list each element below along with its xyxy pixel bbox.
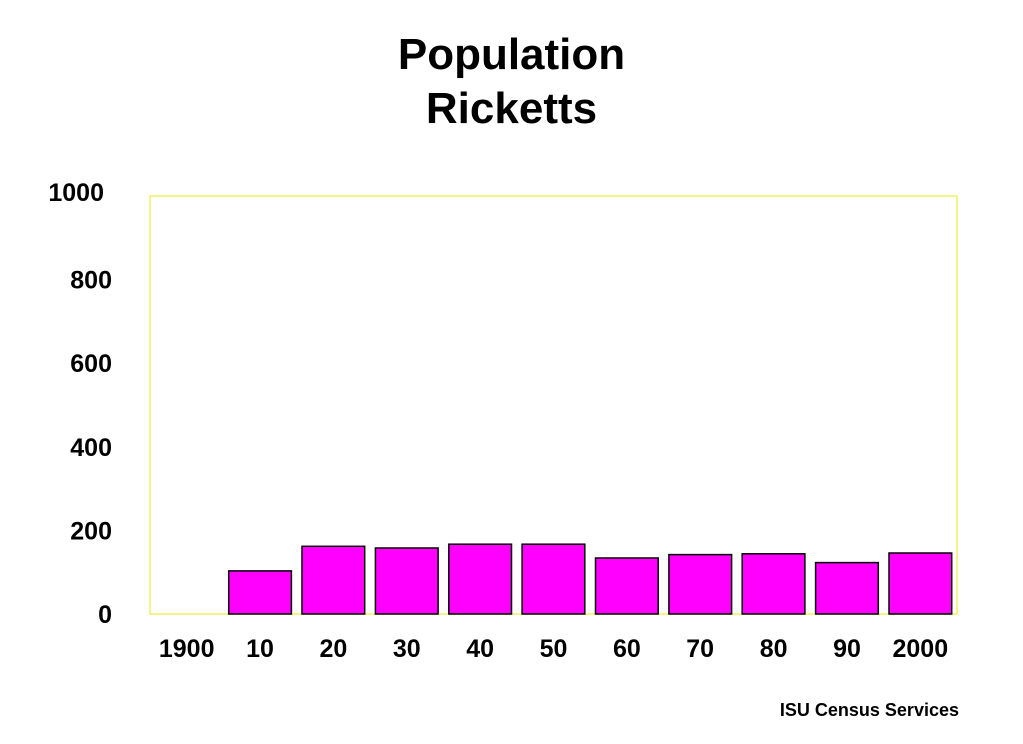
x-tick-label: 80 (760, 635, 788, 663)
bar-80 (741, 553, 806, 615)
chart-title: Population Ricketts (0, 28, 1023, 136)
bar-90 (814, 561, 880, 615)
x-tick-label: 30 (393, 635, 421, 663)
bar-70 (668, 553, 733, 615)
x-tick-label: 2000 (892, 635, 948, 663)
x-tick-label: 60 (613, 635, 641, 663)
y-tick-label: 0 (98, 601, 112, 629)
x-tick-label: 50 (540, 635, 568, 663)
source-credit: ISU Census Services (779, 700, 959, 720)
bar-10 (227, 570, 293, 615)
x-tick-label: 40 (466, 635, 494, 663)
y-axis-tick-labels: 0 200 400 600 800 1000 (48, 179, 112, 629)
bar-60 (594, 557, 659, 615)
y-tick-label: 1000 (48, 179, 104, 207)
chart-title-line-1: Population (397, 30, 626, 79)
x-tick-label: 10 (246, 635, 274, 663)
y-tick-label: 800 (70, 267, 112, 295)
bar-2000 (888, 552, 953, 615)
bar-20 (301, 545, 366, 615)
bar-50 (521, 543, 586, 615)
y-tick-label: 200 (70, 517, 112, 545)
bar-40 (448, 543, 513, 615)
x-tick-label: 20 (319, 635, 347, 663)
x-tick-label: 70 (686, 635, 714, 663)
bar-30 (374, 547, 439, 615)
x-tick-label: 90 (833, 635, 861, 663)
x-axis-tick-labels: 1900 10 20 30 40 50 60 70 80 90 2000 (159, 635, 948, 663)
chart-title-line-2: Ricketts (425, 84, 598, 133)
y-tick-label: 400 (70, 434, 112, 462)
y-tick-label: 600 (70, 350, 112, 378)
bar-series (227, 543, 953, 615)
x-tick-label: 1900 (159, 635, 215, 663)
